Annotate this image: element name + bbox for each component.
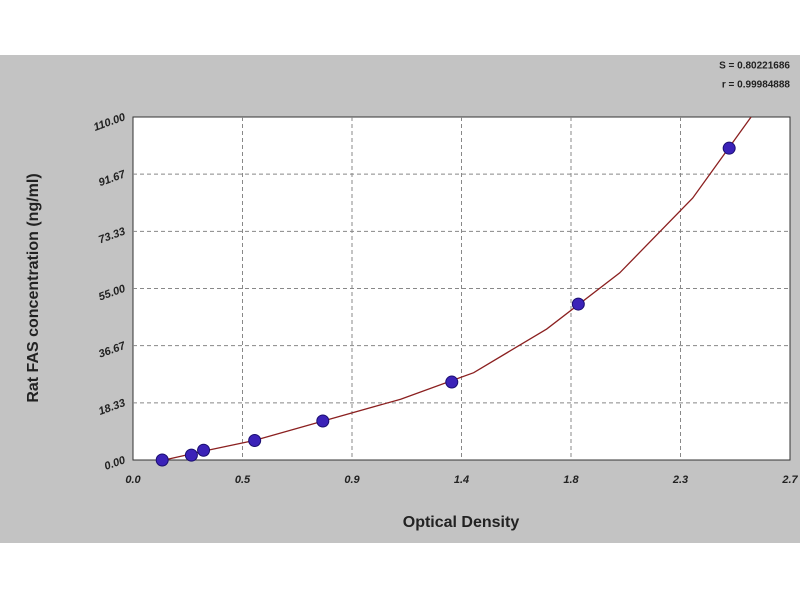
- fit-curve: [161, 117, 752, 460]
- x-tick-label: 0.9: [344, 474, 360, 486]
- x-tick-label: 1.8: [563, 474, 579, 486]
- data-point: [184, 448, 198, 462]
- data-point: [197, 443, 211, 457]
- x-axis-label: Optical Density: [403, 514, 520, 531]
- annotation: S = 0.80221686: [719, 61, 790, 72]
- data-point: [722, 141, 736, 155]
- x-tick-label: 1.4: [454, 474, 469, 486]
- data-point: [445, 375, 459, 389]
- x-tick-label: 0.5: [235, 474, 251, 486]
- annotation: r = 0.99984888: [722, 80, 791, 91]
- x-tick-label: 2.7: [781, 474, 798, 486]
- y-axis-label: Rat FAS concentration (ng/ml): [25, 173, 42, 402]
- data-point: [155, 453, 169, 467]
- data-point: [316, 414, 330, 428]
- data-point: [571, 297, 585, 311]
- x-tick-label: 2.3: [672, 474, 688, 486]
- data-point: [248, 434, 262, 448]
- x-tick-label: 0.0: [125, 474, 141, 486]
